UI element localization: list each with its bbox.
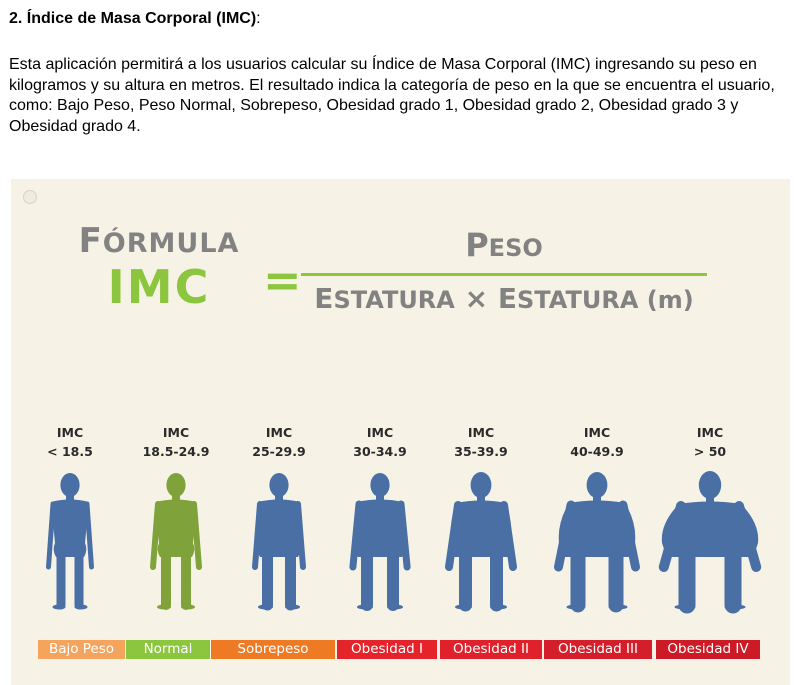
category-bar: Obesidad III xyxy=(544,640,652,659)
fraction-line xyxy=(301,273,707,276)
category-bar: Obesidad IV xyxy=(656,640,760,659)
formula-word: FÓRMULA xyxy=(78,221,240,261)
category-bar: Normal xyxy=(126,640,210,659)
bmi-range-title: IMC xyxy=(696,425,724,440)
section-description: Esta aplicación permitirá a los usuarios… xyxy=(9,56,775,135)
formula-fraction: PESO ESTATURA × ESTATURA (m) xyxy=(299,224,709,317)
formula-imc: IMC xyxy=(107,260,211,314)
formula-denominator: ESTATURA × ESTATURA (m) xyxy=(314,282,694,315)
body-silhouette-icon xyxy=(640,471,780,614)
formula-label: FÓRMULA IMC xyxy=(75,223,243,312)
bmi-range-label: IMC 18.5-24.9 xyxy=(126,423,226,461)
bmi-range-label: IMC 40-49.9 xyxy=(547,423,647,461)
bmi-range-value: > 50 xyxy=(693,444,727,459)
category-bar: Obesidad I xyxy=(337,640,437,659)
section-heading: 2. Índice de Masa Corporal (IMC): xyxy=(9,10,261,28)
body-silhouette-icon xyxy=(209,473,349,611)
category-bar: Obesidad II xyxy=(440,640,542,659)
body-silhouette-icon xyxy=(411,472,551,612)
formula-numerator: PESO xyxy=(465,226,543,264)
bmi-range-title: IMC xyxy=(366,425,394,440)
bmi-range-title: IMC xyxy=(467,425,495,440)
bmi-range-value: 18.5-24.9 xyxy=(142,444,210,459)
bmi-range-label: IMC 35-39.9 xyxy=(431,423,531,461)
body-silhouette-icon xyxy=(106,473,246,611)
bmi-range-title: IMC xyxy=(162,425,190,440)
bmi-range-value: 35-39.9 xyxy=(454,444,508,459)
equals-sign: = xyxy=(263,253,302,307)
section-colon: : xyxy=(256,10,261,27)
bmi-range-title: IMC xyxy=(265,425,293,440)
bmi-range-label: IMC < 18.5 xyxy=(20,423,120,461)
bmi-range-label: IMC 30-34.9 xyxy=(330,423,430,461)
section-title: Índice de Masa Corporal (IMC) xyxy=(26,10,257,27)
body-silhouette-icon xyxy=(527,472,667,613)
bmi-range-title: IMC xyxy=(583,425,611,440)
section-number: 2. xyxy=(9,10,23,27)
bmi-range-title: IMC xyxy=(56,425,84,440)
bmi-range-label: IMC > 50 xyxy=(660,423,760,461)
bmi-range-value: < 18.5 xyxy=(47,444,93,459)
bmi-range-label: IMC 25-29.9 xyxy=(229,423,329,461)
body-silhouette-icon xyxy=(11,473,140,611)
body-silhouette-icon xyxy=(310,473,450,611)
category-bar: Bajo Peso xyxy=(38,640,125,659)
bmi-range-value: 40-49.9 xyxy=(570,444,624,459)
bmi-range-value: 25-29.9 xyxy=(252,444,306,459)
watermark-logo-icon xyxy=(23,190,37,204)
bmi-range-value: 30-34.9 xyxy=(353,444,407,459)
category-bar: Sobrepeso xyxy=(211,640,335,659)
bmi-categories: IMC < 18.5 Bajo Peso IMC 18.5-24.9 Normal IM… xyxy=(11,179,790,685)
bmi-infographic: FÓRMULA IMC = PESO ESTATURA × ESTATURA (… xyxy=(11,179,790,685)
